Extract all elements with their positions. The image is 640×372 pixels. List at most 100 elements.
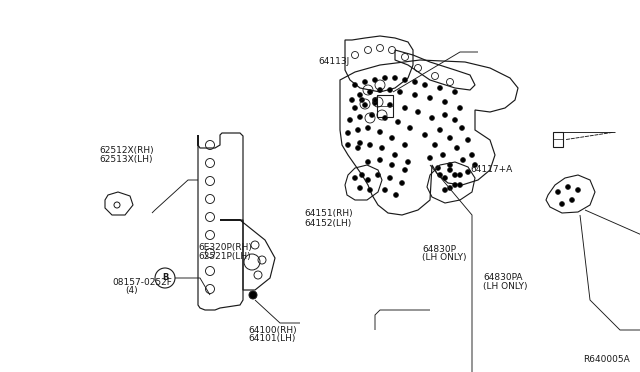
Text: 64100(RH): 64100(RH): [248, 326, 297, 335]
Text: R640005A: R640005A: [583, 355, 630, 364]
Circle shape: [367, 142, 372, 148]
Circle shape: [472, 163, 477, 167]
Circle shape: [360, 97, 365, 103]
Circle shape: [422, 83, 428, 87]
Circle shape: [378, 87, 383, 93]
Circle shape: [447, 167, 452, 173]
Circle shape: [575, 187, 580, 192]
Circle shape: [369, 112, 374, 118]
Circle shape: [383, 76, 387, 80]
Circle shape: [365, 177, 371, 183]
Circle shape: [438, 86, 442, 90]
Circle shape: [556, 189, 561, 195]
Circle shape: [390, 163, 394, 167]
Circle shape: [435, 166, 440, 170]
Text: 64151(RH): 64151(RH): [304, 209, 353, 218]
Circle shape: [438, 173, 442, 177]
Circle shape: [465, 138, 470, 142]
Circle shape: [428, 96, 433, 100]
Circle shape: [346, 142, 351, 148]
Circle shape: [390, 135, 394, 141]
Circle shape: [447, 186, 452, 190]
Circle shape: [372, 97, 378, 103]
Circle shape: [403, 167, 408, 173]
Circle shape: [406, 160, 410, 164]
Circle shape: [413, 80, 417, 84]
Circle shape: [346, 131, 351, 135]
Circle shape: [460, 125, 465, 131]
Circle shape: [387, 176, 392, 180]
Text: (LH ONLY): (LH ONLY): [422, 253, 467, 262]
Circle shape: [408, 125, 413, 131]
Circle shape: [403, 77, 408, 83]
Circle shape: [397, 90, 403, 94]
Text: 64830PA: 64830PA: [483, 273, 523, 282]
Circle shape: [387, 103, 392, 108]
Circle shape: [355, 128, 360, 132]
Circle shape: [570, 198, 575, 202]
Circle shape: [403, 106, 408, 110]
Circle shape: [465, 170, 470, 174]
Circle shape: [353, 176, 358, 180]
Circle shape: [440, 153, 445, 157]
Circle shape: [413, 93, 417, 97]
Circle shape: [353, 106, 358, 110]
Circle shape: [365, 160, 371, 164]
Circle shape: [394, 192, 399, 198]
Circle shape: [458, 173, 463, 177]
Circle shape: [452, 183, 458, 187]
Text: (LH ONLY): (LH ONLY): [483, 282, 528, 291]
Text: 08157-0252F: 08157-0252F: [112, 278, 172, 287]
Circle shape: [392, 76, 397, 80]
Circle shape: [461, 157, 465, 163]
Circle shape: [403, 142, 408, 148]
Circle shape: [458, 106, 463, 110]
Circle shape: [367, 90, 372, 94]
Circle shape: [349, 97, 355, 103]
Circle shape: [458, 183, 463, 187]
Circle shape: [376, 173, 381, 177]
Circle shape: [442, 112, 447, 118]
Circle shape: [415, 109, 420, 115]
Text: 6E320P(RH): 6E320P(RH): [198, 243, 252, 252]
Circle shape: [447, 135, 452, 141]
Text: 62512X(RH): 62512X(RH): [99, 146, 154, 155]
Circle shape: [442, 187, 447, 192]
Text: 64830P: 64830P: [422, 245, 456, 254]
Circle shape: [438, 128, 442, 132]
Circle shape: [399, 180, 404, 186]
Circle shape: [559, 202, 564, 206]
Circle shape: [566, 185, 570, 189]
Text: (4): (4): [125, 286, 138, 295]
Circle shape: [442, 176, 447, 180]
Circle shape: [383, 115, 387, 121]
Circle shape: [358, 186, 362, 190]
Circle shape: [380, 145, 385, 151]
Circle shape: [362, 80, 367, 84]
Circle shape: [428, 155, 433, 160]
Circle shape: [452, 173, 458, 177]
Circle shape: [387, 87, 392, 93]
Circle shape: [378, 129, 383, 135]
Circle shape: [452, 90, 458, 94]
Text: 62513X(LH): 62513X(LH): [99, 155, 153, 164]
Circle shape: [378, 157, 383, 163]
Circle shape: [355, 145, 360, 151]
Circle shape: [396, 119, 401, 125]
Text: 64152(LH): 64152(LH): [304, 219, 351, 228]
Circle shape: [367, 187, 372, 192]
Circle shape: [358, 141, 362, 145]
Circle shape: [447, 163, 452, 167]
Circle shape: [358, 93, 362, 97]
Text: 64113J: 64113J: [319, 57, 350, 66]
Text: B: B: [162, 273, 168, 282]
Text: 62521P(LH): 62521P(LH): [198, 252, 251, 261]
Circle shape: [360, 173, 365, 177]
Circle shape: [454, 145, 460, 151]
Circle shape: [358, 115, 362, 119]
Circle shape: [365, 125, 371, 131]
Text: 64101(LH): 64101(LH): [248, 334, 296, 343]
Circle shape: [249, 291, 257, 299]
Circle shape: [353, 83, 358, 87]
Circle shape: [372, 100, 378, 106]
